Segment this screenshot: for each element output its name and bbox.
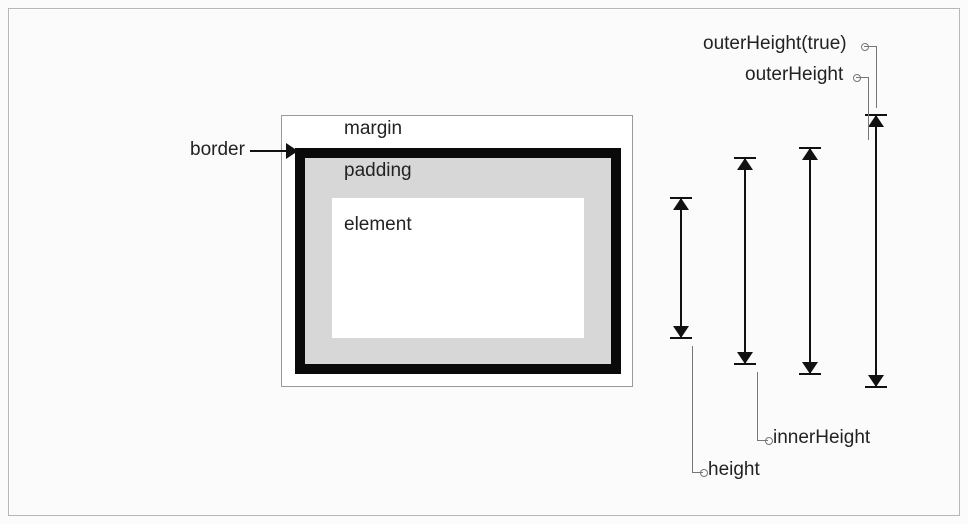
border-label: border [190, 139, 245, 161]
border-pointer-line [250, 150, 286, 152]
border-pointer-arrowhead [286, 143, 298, 159]
outerHeightTrue-arrow-down [868, 375, 884, 387]
height-label: height [708, 459, 760, 481]
outerHeightTrue-label: outerHeight(true) [703, 33, 847, 55]
outerHeight-leader-v [868, 77, 869, 140]
outerHeightTrue-arrow-up [868, 115, 884, 127]
height-leader-h [692, 472, 703, 473]
innerHeight-arrow-down [737, 352, 753, 364]
innerHeight-leader-h [757, 440, 768, 441]
outerHeightTrue-leader-h [864, 46, 876, 47]
innerHeight-leader-dot [765, 437, 773, 445]
frame-highlight [9, 9, 959, 10]
element-label: element [344, 214, 412, 236]
height-arrow-down [673, 326, 689, 338]
outerHeight-label: outerHeight [745, 64, 843, 86]
height-shaft [680, 198, 682, 338]
outerHeightTrue-leader-dot [861, 43, 869, 51]
padding-label: padding [344, 160, 412, 182]
outerHeight-leader-dot [853, 74, 861, 82]
height-leader-v [692, 346, 693, 472]
innerHeight-shaft [744, 158, 746, 364]
innerHeight-leader-v [757, 372, 758, 440]
margin-label: margin [344, 118, 402, 140]
innerHeight-label: innerHeight [773, 427, 870, 449]
diagram-canvas: margin padding element border outerHeight(tr… [0, 0, 968, 524]
frame-highlight [9, 9, 10, 515]
height-leader-dot [700, 469, 708, 477]
outerHeightTrue-shaft [875, 115, 877, 387]
innerHeight-arrow-up [737, 158, 753, 170]
outerHeight-shaft [809, 148, 811, 374]
outerHeightTrue-leader-v [876, 46, 877, 108]
outerHeight-leader-h [856, 77, 868, 78]
outerHeight-arrow-up [802, 148, 818, 160]
outerHeight-arrow-down [802, 362, 818, 374]
height-arrow-up [673, 198, 689, 210]
